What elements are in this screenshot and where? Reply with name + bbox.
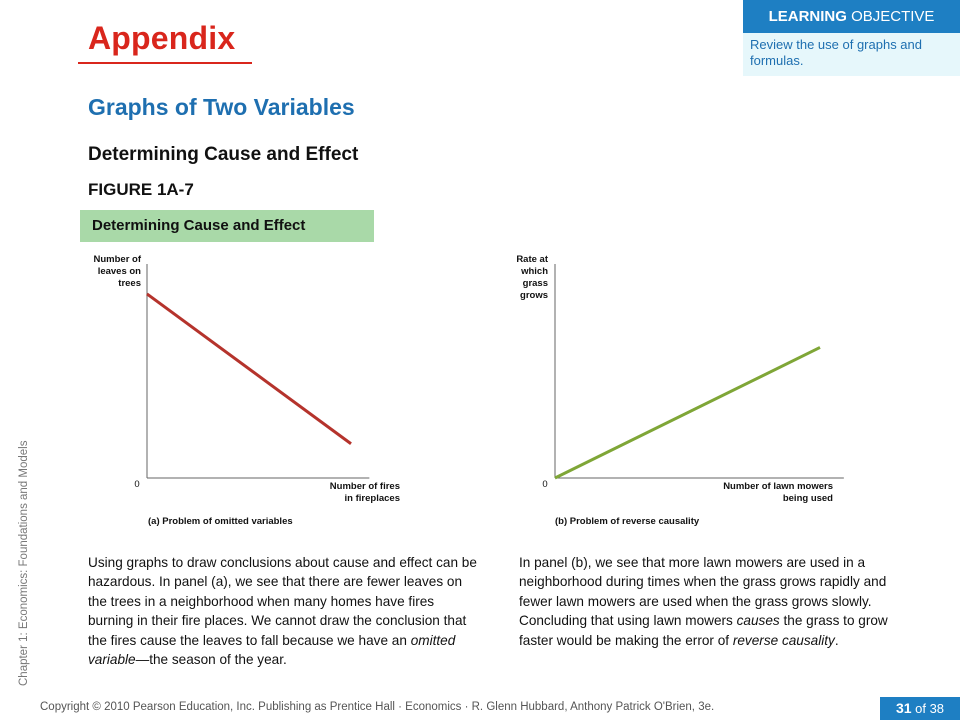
paragraph-run: causes: [736, 613, 780, 629]
y-axis-label: grass: [523, 278, 548, 289]
series-line: [554, 346, 821, 480]
y-axis-label: trees: [118, 278, 141, 289]
y-axis-label: Number of: [94, 254, 142, 265]
page-current: 31: [895, 700, 912, 716]
paragraph-panel-a: Using graphs to draw conclusions about c…: [88, 553, 480, 669]
copyright-footer: Copyright © 2010 Pearson Education, Inc.…: [40, 701, 715, 713]
title-underline: [78, 62, 252, 64]
y-axis-label: which: [520, 266, 548, 277]
y-axis-label: grows: [520, 290, 548, 301]
x-axis-label: Number of fires: [330, 481, 400, 492]
page-title: Appendix: [88, 20, 236, 56]
panel-caption: (b) Problem of reverse causality: [555, 516, 700, 527]
figure-label: FIGURE 1A-7: [88, 180, 194, 199]
learning-objective-header: LEARNING OBJECTIVE: [743, 0, 960, 33]
paragraph-run: .: [834, 632, 839, 648]
page-indicator: 31 of 38: [880, 697, 960, 720]
origin-label: 0: [134, 479, 139, 490]
learning-objective-header-rest: OBJECTIVE: [846, 8, 935, 25]
subtitle: Determining Cause and Effect: [88, 144, 359, 165]
paragraph-run: the grass to grow faster would be making…: [519, 613, 888, 648]
learning-objective-text: Review the use of graphs and formulas.: [750, 37, 922, 68]
paragraph-run: Using graphs to draw conclusions about c…: [88, 555, 477, 648]
page-total: of 38: [911, 701, 945, 716]
panel-caption: (a) Problem of omitted variables: [148, 516, 293, 527]
y-axis-label: leaves on: [98, 266, 141, 277]
origin-label: 0: [542, 479, 547, 490]
paragraph-panel-b: In panel (b), we see that more lawn mowe…: [519, 553, 891, 650]
section-title: Graphs of Two Variables: [88, 94, 355, 120]
paragraph-run: reverse causality: [732, 632, 835, 648]
paragraph-run: —the season of the year.: [135, 652, 287, 668]
y-axis-label: Rate at: [516, 254, 549, 265]
x-axis-label: in fireplaces: [345, 493, 400, 504]
chapter-side-label: Chapter 1: Economics: Foundations and Mo…: [18, 440, 30, 686]
figure-tab: Determining Cause and Effect: [80, 210, 374, 242]
x-axis-label: Number of lawn mowers: [723, 481, 833, 492]
learning-objective-header-bold: LEARNING: [768, 8, 847, 25]
paragraph-run: In panel (b), we see that more lawn mowe…: [519, 555, 887, 629]
x-axis-label: being used: [783, 493, 833, 504]
paragraph-run: omitted variable: [88, 632, 456, 668]
series-line: [146, 292, 352, 445]
